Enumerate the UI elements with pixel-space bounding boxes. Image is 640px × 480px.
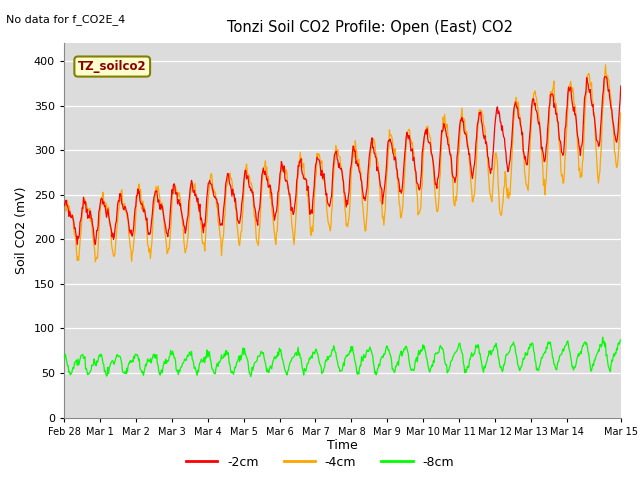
X-axis label: Time: Time [327,439,358,453]
Legend: -2cm, -4cm, -8cm: -2cm, -4cm, -8cm [181,451,459,474]
Text: No data for f_CO2E_4: No data for f_CO2E_4 [6,14,125,25]
Text: TZ_soilco2: TZ_soilco2 [78,60,147,73]
Title: Tonzi Soil CO2 Profile: Open (East) CO2: Tonzi Soil CO2 Profile: Open (East) CO2 [227,20,513,35]
Y-axis label: Soil CO2 (mV): Soil CO2 (mV) [15,187,28,274]
